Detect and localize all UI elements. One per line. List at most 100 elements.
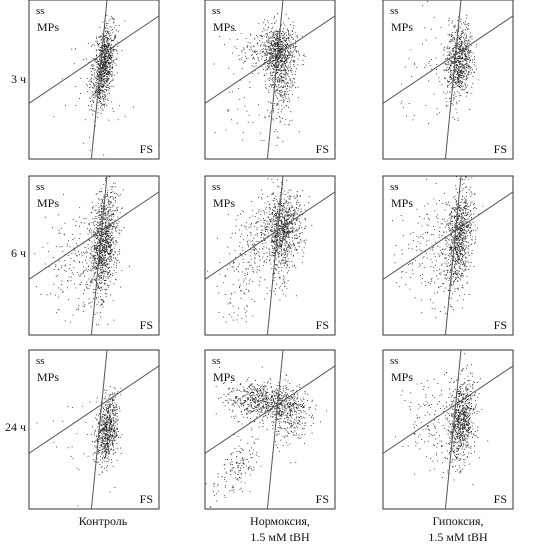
scatter-point: [105, 219, 106, 220]
scatter-point: [264, 212, 265, 213]
scatter-point: [293, 215, 294, 216]
scatter-point: [93, 289, 94, 290]
scatter-point: [280, 286, 281, 287]
scatter-point: [105, 48, 106, 49]
scatter-point: [453, 95, 454, 96]
scatter-point: [91, 306, 92, 307]
scatter-point: [98, 109, 99, 110]
scatter-point: [105, 37, 106, 38]
scatter-point: [280, 234, 281, 235]
scatter-point: [106, 23, 107, 24]
scatter-point: [467, 49, 468, 50]
scatter-point: [263, 69, 264, 70]
scatter-point: [107, 249, 108, 250]
scatter-point: [113, 86, 114, 87]
scatter-point: [109, 210, 110, 211]
scatter-point: [98, 211, 99, 212]
scatter-point: [214, 64, 215, 65]
scatter-point: [454, 98, 455, 99]
scatter-point: [284, 55, 285, 56]
scatter-point: [100, 214, 101, 215]
scatter-point: [89, 240, 90, 241]
scatter-point: [276, 218, 277, 219]
scatter-point: [274, 198, 275, 199]
scatter-point: [81, 253, 82, 254]
scatter-point: [267, 226, 268, 227]
scatter-point: [283, 239, 284, 240]
scatter-point: [93, 265, 94, 266]
scatter-point: [300, 223, 301, 224]
scatter-point: [116, 59, 117, 60]
scatter-point: [448, 34, 449, 35]
scatter-point: [96, 216, 97, 217]
scatter-point: [109, 176, 110, 177]
scatter-point: [115, 210, 116, 211]
scatter-point: [283, 70, 284, 71]
scatter-point: [119, 233, 120, 234]
scatter-point: [282, 109, 283, 110]
scatter-point: [293, 210, 294, 211]
scatter-point: [99, 95, 100, 96]
scatter-point: [281, 222, 282, 223]
scatter-point: [101, 287, 102, 288]
scatter-point: [258, 221, 259, 222]
scatter-point: [265, 87, 266, 88]
scatter-point: [111, 30, 112, 31]
scatter-point: [104, 249, 105, 250]
scatter-point: [291, 207, 292, 208]
scatter-point: [107, 213, 108, 214]
scatter-point: [268, 68, 269, 69]
scatter-point: [274, 51, 275, 52]
scatter-point: [270, 204, 271, 205]
scatter-point: [281, 61, 282, 62]
scatter-point: [252, 54, 253, 55]
scatter-point: [296, 235, 297, 236]
scatter-point: [288, 217, 289, 218]
scatter-point: [266, 88, 267, 89]
scatter-point: [105, 265, 106, 266]
scatter-point: [277, 42, 278, 43]
scatter-point: [275, 206, 276, 207]
scatter-point: [110, 203, 111, 204]
scatter-point: [94, 225, 95, 226]
scatter-point: [106, 74, 107, 75]
scatter-point: [290, 70, 291, 71]
scatter-point: [110, 215, 111, 216]
scatter-point: [460, 71, 461, 72]
scatter-point: [453, 61, 454, 62]
scatter-point: [468, 50, 469, 51]
scatter-point: [271, 218, 272, 219]
scatter-point: [271, 50, 272, 51]
scatter-point: [94, 264, 95, 265]
scatter-point: [281, 255, 282, 256]
scatter-point: [277, 221, 278, 222]
scatter-point: [293, 28, 294, 29]
scatter-point: [91, 270, 92, 271]
scatter-point: [97, 61, 98, 62]
scatter-point: [282, 228, 283, 229]
scatter-point: [101, 265, 102, 266]
scatter-point: [270, 48, 271, 49]
scatter-point: [76, 309, 77, 310]
scatter-point: [262, 36, 263, 37]
scatter-point: [101, 67, 102, 68]
scatter-point: [112, 53, 113, 54]
scatter-point: [269, 86, 270, 87]
scatter-point: [297, 191, 298, 192]
scatter-point: [103, 275, 104, 276]
scatter-point: [100, 101, 101, 102]
scatter-point: [434, 17, 435, 18]
scatter-point: [287, 212, 288, 213]
scatter-point: [56, 246, 57, 247]
scatter-point: [450, 83, 451, 84]
scatter-point: [254, 39, 255, 40]
scatter-point: [463, 51, 464, 52]
scatter-point: [92, 302, 93, 303]
scatter-point: [286, 229, 287, 230]
scatter-point: [288, 37, 289, 38]
scatter-point: [295, 198, 296, 199]
scatter-point: [290, 35, 291, 36]
scatter-point: [94, 218, 95, 219]
scatter-point: [95, 221, 96, 222]
